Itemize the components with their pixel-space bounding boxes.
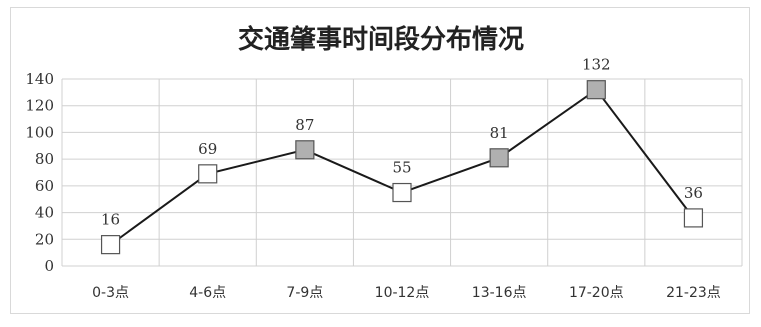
y-tick-label: 140 <box>25 70 54 88</box>
data-point-marker <box>683 208 704 228</box>
data-point-marker <box>100 235 121 255</box>
data-point-marker <box>198 164 218 184</box>
x-tick-label: 13-16点 <box>472 285 527 301</box>
y-tick-label: 60 <box>35 177 54 195</box>
data-label: 81 <box>490 124 509 142</box>
x-tick-label: 21-23点 <box>666 285 721 301</box>
data-point-marker <box>586 80 606 100</box>
data-label-layer: 16 69 87 55 81 132 36 <box>101 56 703 229</box>
x-tick-label: 17-20点 <box>569 285 624 301</box>
line-chart: 交通肇事时间段分布情况 0 20 40 60 80 100 120 140 0-3点 4-6点 7… <box>25 24 743 301</box>
data-point-marker <box>489 148 509 168</box>
x-tick-label: 0-3点 <box>92 285 129 301</box>
data-point-marker <box>295 140 315 160</box>
x-tick-label: 7-9点 <box>286 285 323 301</box>
data-label: 69 <box>198 140 217 158</box>
x-tick-label: 4-6点 <box>189 285 226 301</box>
data-label: 55 <box>392 159 411 177</box>
y-tick-label: 20 <box>35 230 54 248</box>
grid-layer <box>61 78 743 267</box>
y-tick-label: 120 <box>25 97 54 115</box>
chart-frame: 交通肇事时间段分布情况 0 20 40 60 80 100 120 140 0-3点 4-6点 7… <box>10 7 750 314</box>
data-label: 87 <box>295 116 314 134</box>
y-axis-ticks: 0 20 40 60 80 100 120 140 <box>25 70 54 275</box>
y-tick-label: 40 <box>35 204 54 222</box>
chart-title: 交通肇事时间段分布情况 <box>238 24 524 55</box>
y-tick-label: 0 <box>44 257 54 275</box>
y-tick-label: 80 <box>35 150 54 168</box>
data-label: 36 <box>684 184 703 202</box>
series-layer <box>100 80 704 255</box>
x-tick-label: 10-12点 <box>375 285 430 301</box>
data-label: 132 <box>582 56 611 74</box>
data-point-marker <box>392 182 412 203</box>
data-label: 16 <box>101 211 120 229</box>
y-tick-label: 100 <box>25 123 54 141</box>
x-axis-ticks: 0-3点 4-6点 7-9点 10-12点 13-16点 17-20点 21-23点 <box>92 285 721 301</box>
